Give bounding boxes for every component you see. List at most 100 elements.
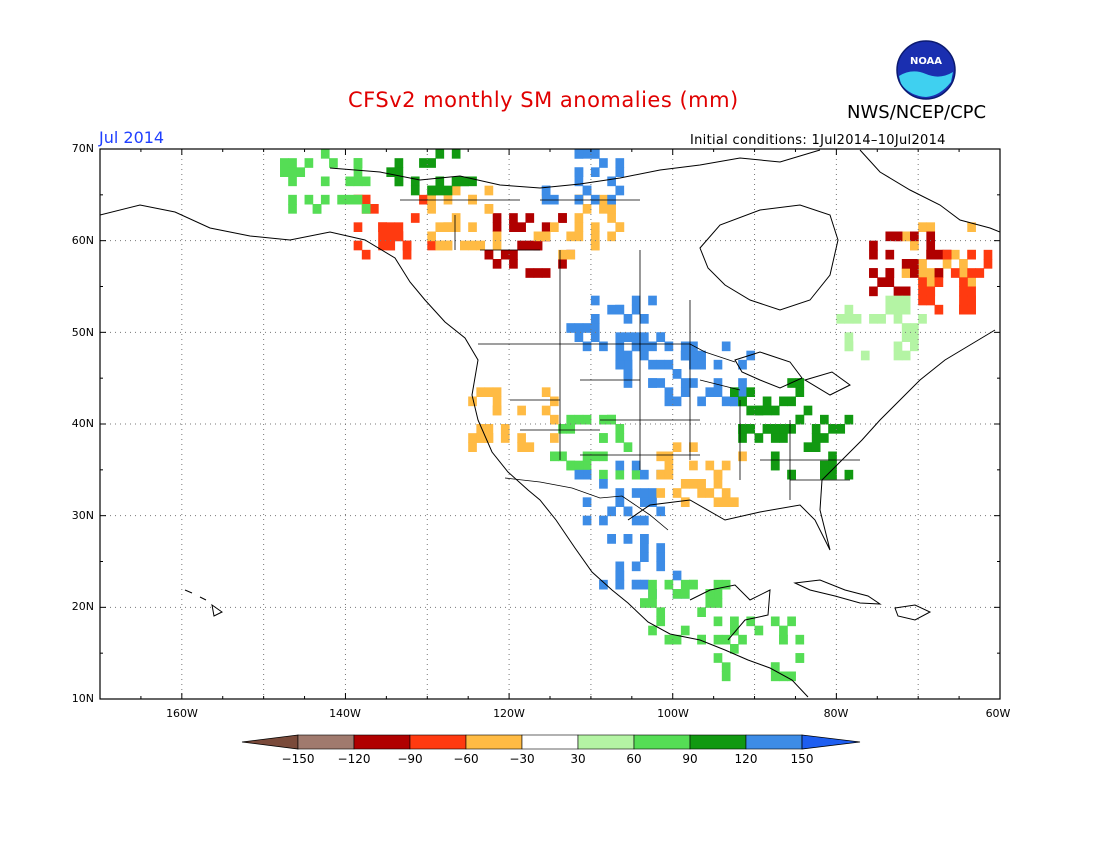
anomaly-cell (599, 341, 608, 352)
anomaly-cell (648, 598, 657, 608)
anomaly-cell (492, 231, 502, 242)
anomaly-cell (550, 414, 559, 425)
colorbar-label: 60 (626, 752, 642, 766)
anomaly-cell (500, 424, 510, 434)
anomaly-cell (893, 314, 903, 324)
anomaly-cell (672, 442, 682, 452)
coastlines (100, 149, 1000, 698)
anomaly-cell (427, 185, 436, 196)
anomaly-cell (558, 249, 567, 260)
anomaly-cell (296, 167, 306, 177)
anomaly-cell (631, 561, 641, 572)
anomaly-cell (615, 488, 625, 498)
anomaly-cell (901, 231, 911, 242)
anomaly-cell (656, 451, 666, 462)
anomaly-cell (926, 277, 936, 287)
gulf-coast (627, 329, 996, 551)
anomaly-cell (795, 414, 805, 425)
anomaly-cell (574, 231, 584, 242)
anomaly-cell (648, 341, 657, 352)
anomaly-cell (427, 240, 436, 251)
anomaly-cell (967, 277, 976, 287)
anomaly-cell (615, 359, 625, 370)
anomaly-cell (394, 158, 404, 168)
anomaly-cell (394, 231, 404, 242)
anomaly-cell (615, 570, 625, 581)
anomaly-cell (754, 405, 764, 416)
anomaly-cell (852, 314, 862, 324)
anomaly-cell (820, 469, 829, 480)
anomaly-cell (550, 433, 559, 443)
yucatan-coast (689, 584, 771, 641)
anomaly-cell (762, 424, 772, 434)
anomaly-cell (607, 204, 616, 214)
anomaly-cell (656, 552, 666, 562)
anomaly-cell (901, 304, 911, 315)
anomaly-cell (500, 433, 510, 443)
anomaly-cell (590, 240, 600, 251)
anomaly-cell (574, 149, 584, 159)
anomaly-cell (770, 662, 780, 672)
anomaly-cell (910, 231, 919, 242)
anomaly-cell (648, 579, 657, 590)
anomaly-cell (509, 259, 518, 269)
anomaly-cell (320, 194, 330, 205)
anomaly-cell (664, 451, 674, 462)
anomaly-cell (672, 369, 682, 379)
lon-label-140w: 140W (329, 707, 361, 720)
anomaly-cell (640, 341, 649, 352)
colorbar-segment (745, 734, 803, 750)
anomaly-cell (770, 671, 780, 682)
anomaly-cell (656, 488, 666, 498)
anomaly-cell (664, 396, 674, 407)
anomaly-cell (615, 497, 625, 507)
anomaly-cell (689, 479, 698, 489)
axis-ticks (99, 148, 1001, 700)
anomaly-cell (468, 396, 477, 407)
anomaly-cell (451, 185, 461, 196)
anomaly-cell (689, 442, 698, 452)
anomaly-cell (770, 424, 780, 434)
anomaly-cell (738, 378, 747, 388)
anomaly-cell (918, 268, 927, 278)
agency-label: NWS/NCEP/CPC (847, 102, 987, 123)
anomaly-cell (967, 249, 976, 260)
anomaly-cell (386, 222, 396, 232)
anomaly-cell (640, 350, 649, 361)
anomaly-cell (533, 240, 543, 251)
anomaly-cell (615, 350, 625, 361)
anomaly-cell (640, 488, 649, 498)
anomaly-cell (623, 332, 633, 342)
anomaly-cell (353, 158, 363, 168)
anomaly-cell (590, 332, 600, 342)
anomaly-cell (721, 341, 731, 352)
anomaly-cell (836, 314, 846, 324)
anomaly-cell (746, 405, 756, 416)
anomaly-cell (590, 295, 600, 306)
anomaly-cell (582, 460, 592, 471)
anomaly-cell (468, 442, 477, 452)
anomaly-cell (762, 396, 772, 407)
anomaly-cell (345, 194, 355, 205)
anomaly-cell (746, 616, 756, 627)
anomaly-cell (869, 286, 878, 297)
anomaly-cell (615, 561, 625, 572)
colorbar-segment (521, 734, 579, 750)
anomaly-cell (280, 167, 289, 177)
anomaly-cell (820, 414, 829, 425)
anomaly-cell (558, 451, 567, 462)
anomaly-cell (779, 625, 788, 636)
anomaly-cell (877, 277, 886, 287)
anomaly-cell (959, 304, 968, 315)
anomaly-cell (689, 341, 698, 352)
anomaly-cell (574, 460, 584, 471)
anomaly-cell (476, 387, 486, 397)
anomaly-cell (664, 579, 674, 590)
anomaly-cell (590, 451, 600, 462)
colorbar-segment (577, 734, 635, 750)
anomaly-cell (451, 149, 461, 150)
anomaly-cell (451, 176, 461, 187)
anomaly-cell (950, 249, 960, 260)
anomaly-cell (885, 249, 895, 260)
anomaly-cell (869, 240, 878, 251)
